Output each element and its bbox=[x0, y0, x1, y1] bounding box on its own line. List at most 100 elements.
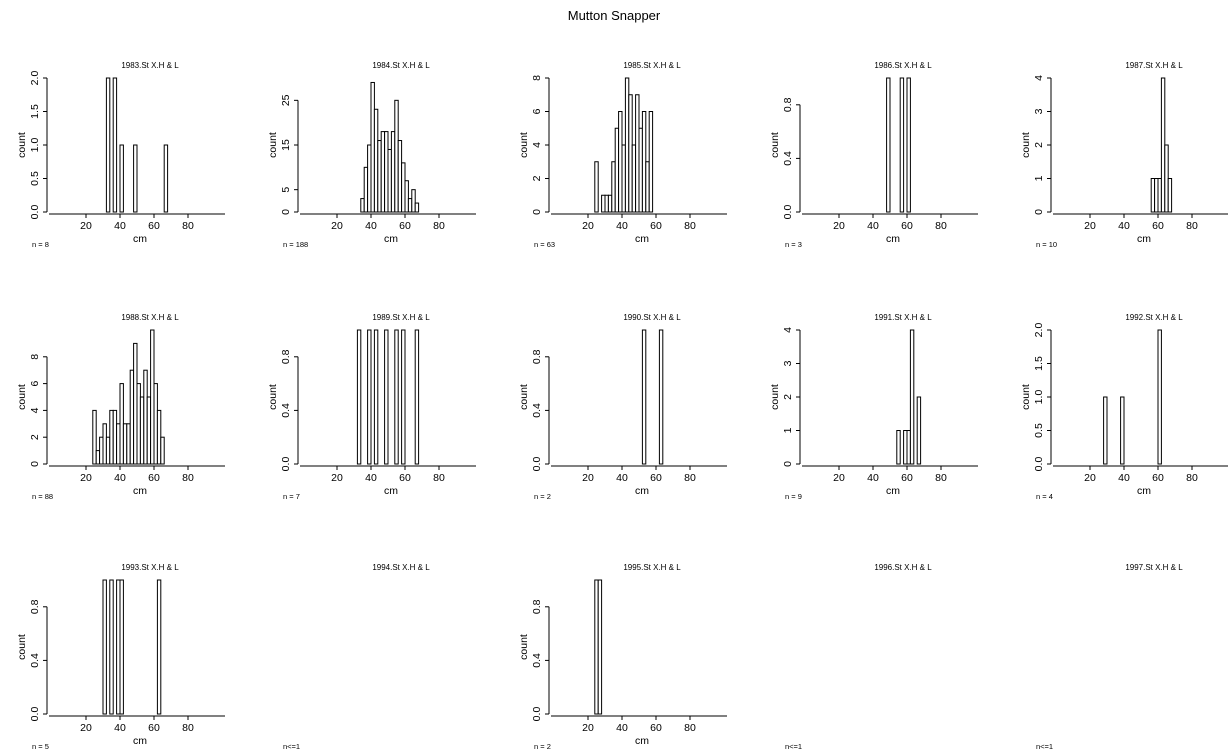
y-tick-label: 0.4 bbox=[531, 403, 543, 418]
x-tick-label: 80 bbox=[935, 220, 947, 232]
histogram-bar bbox=[404, 180, 409, 213]
histogram-bar bbox=[401, 162, 406, 213]
histogram-bar bbox=[384, 329, 389, 465]
panel-n-label: n<=1 bbox=[283, 742, 300, 751]
histogram-bar bbox=[390, 131, 396, 213]
histogram-bar bbox=[648, 111, 654, 213]
panel-12: 1994.St X.H & L n<=1 bbox=[283, 563, 430, 751]
y-tick-label: 1 bbox=[782, 427, 794, 433]
panel-n-label: n = 7 bbox=[283, 492, 300, 501]
histogram-bar bbox=[387, 148, 392, 213]
histogram-bar bbox=[105, 77, 111, 213]
x-tick-label: 20 bbox=[80, 472, 92, 484]
y-tick-label: 0.0 bbox=[782, 205, 794, 220]
y-tick-label: 0.0 bbox=[531, 707, 543, 722]
x-tick-label: 20 bbox=[331, 220, 343, 232]
histogram-bar bbox=[1150, 178, 1156, 213]
histogram-bar bbox=[597, 579, 603, 715]
x-tick-label: 60 bbox=[1152, 472, 1164, 484]
x-tick-label: 60 bbox=[650, 722, 662, 734]
histogram-bar bbox=[645, 161, 650, 213]
panel-title: 1992.St X.H & L bbox=[1125, 313, 1183, 322]
histogram-bar bbox=[380, 131, 386, 213]
x-axis-label: cm bbox=[886, 485, 900, 497]
y-tick-label: 0.5 bbox=[29, 171, 41, 186]
x-tick-label: 60 bbox=[901, 220, 913, 232]
x-axis-label: cm bbox=[1137, 233, 1151, 245]
histogram-bar bbox=[112, 77, 118, 213]
histogram-bar bbox=[407, 198, 413, 213]
histogram-bar bbox=[370, 81, 375, 213]
panel-n-label: n = 63 bbox=[534, 240, 555, 249]
panel-2: 1984.St X.H & L n = 188 20 40 60 80 cm 0 5 15 25 co… bbox=[267, 61, 476, 249]
histogram-bar bbox=[105, 436, 111, 465]
panel-15: 1997.St X.H & L n<=1 bbox=[1036, 563, 1183, 751]
panel-title: 1996.St X.H & L bbox=[874, 563, 932, 572]
histogram-bar bbox=[360, 198, 365, 213]
histogram-bar bbox=[377, 140, 382, 213]
histogram-bar bbox=[604, 194, 609, 213]
histogram-bar bbox=[150, 329, 155, 465]
histogram-bar bbox=[916, 396, 922, 465]
histogram-bar bbox=[109, 409, 114, 465]
y-axis-label: count bbox=[267, 384, 279, 410]
histogram-bar bbox=[607, 194, 613, 213]
x-tick-label: 40 bbox=[1118, 220, 1130, 232]
histogram-bar bbox=[414, 329, 420, 465]
x-tick-label: 80 bbox=[1186, 472, 1198, 484]
y-tick-label: 2 bbox=[782, 394, 794, 400]
y-tick-label: 1.0 bbox=[29, 138, 41, 153]
panel-n-label: n = 10 bbox=[1036, 240, 1057, 249]
x-tick-label: 20 bbox=[582, 220, 594, 232]
y-tick-label: 0.8 bbox=[782, 97, 794, 112]
panel-6: 1988.St X.H & L n = 88 20 40 60 80 cm 0 2 4 6 8 coun… bbox=[16, 313, 225, 501]
x-tick-label: 40 bbox=[616, 220, 628, 232]
panel-title: 1997.St X.H & L bbox=[1125, 563, 1183, 572]
x-axis-label: cm bbox=[384, 485, 398, 497]
y-axis-label: count bbox=[1020, 384, 1032, 410]
y-tick-label: 0 bbox=[1033, 209, 1045, 215]
panel-title: 1989.St X.H & L bbox=[372, 313, 430, 322]
x-tick-label: 80 bbox=[935, 472, 947, 484]
histogram-bar bbox=[116, 423, 121, 465]
histogram-bar bbox=[133, 342, 138, 465]
histogram-bar bbox=[1154, 178, 1159, 213]
x-tick-label: 20 bbox=[833, 472, 845, 484]
panel-title: 1984.St X.H & L bbox=[372, 61, 430, 70]
y-axis-label: count bbox=[16, 132, 28, 158]
x-tick-label: 20 bbox=[80, 722, 92, 734]
panel-title: 1985.St X.H & L bbox=[623, 61, 681, 70]
histogram-bar bbox=[367, 329, 372, 465]
panel-title: 1994.St X.H & L bbox=[372, 563, 430, 572]
histogram-bar bbox=[641, 329, 647, 465]
y-tick-label: 0.8 bbox=[531, 599, 543, 614]
histogram-bar bbox=[373, 108, 379, 213]
panel-5: 1987.St X.H & L n = 10 20 40 60 80 cm 0 1 2 3 4 coun… bbox=[1020, 61, 1228, 249]
x-tick-label: 20 bbox=[80, 220, 92, 232]
x-tick-label: 40 bbox=[365, 220, 377, 232]
histogram-bar bbox=[92, 409, 97, 465]
y-tick-label: 0 bbox=[531, 209, 543, 215]
histogram-bar bbox=[641, 111, 647, 213]
panel-9: 1991.St X.H & L n = 9 20 40 60 80 cm 0 1 2 3 4 count bbox=[769, 313, 978, 501]
histogram-bar bbox=[909, 329, 915, 465]
histogram-bar bbox=[628, 94, 633, 213]
histogram-bar bbox=[618, 111, 623, 213]
histogram-bar bbox=[133, 144, 138, 213]
x-tick-label: 60 bbox=[650, 472, 662, 484]
histogram-bar bbox=[356, 329, 362, 465]
histogram-bar bbox=[1157, 329, 1162, 465]
histogram-bar bbox=[394, 329, 399, 465]
x-tick-label: 60 bbox=[399, 220, 411, 232]
y-tick-label: 3 bbox=[782, 360, 794, 366]
histogram-bar bbox=[109, 579, 114, 715]
histogram-bar bbox=[367, 144, 372, 213]
histogram-bar bbox=[156, 579, 162, 715]
panel-title: 1983.St X.H & L bbox=[121, 61, 179, 70]
y-tick-label: 2 bbox=[1033, 142, 1045, 148]
x-axis-label: cm bbox=[384, 233, 398, 245]
histogram-bar bbox=[1120, 396, 1125, 465]
histogram-bar bbox=[1167, 178, 1173, 213]
histogram-bar bbox=[129, 369, 135, 465]
histogram-bar bbox=[153, 383, 158, 465]
